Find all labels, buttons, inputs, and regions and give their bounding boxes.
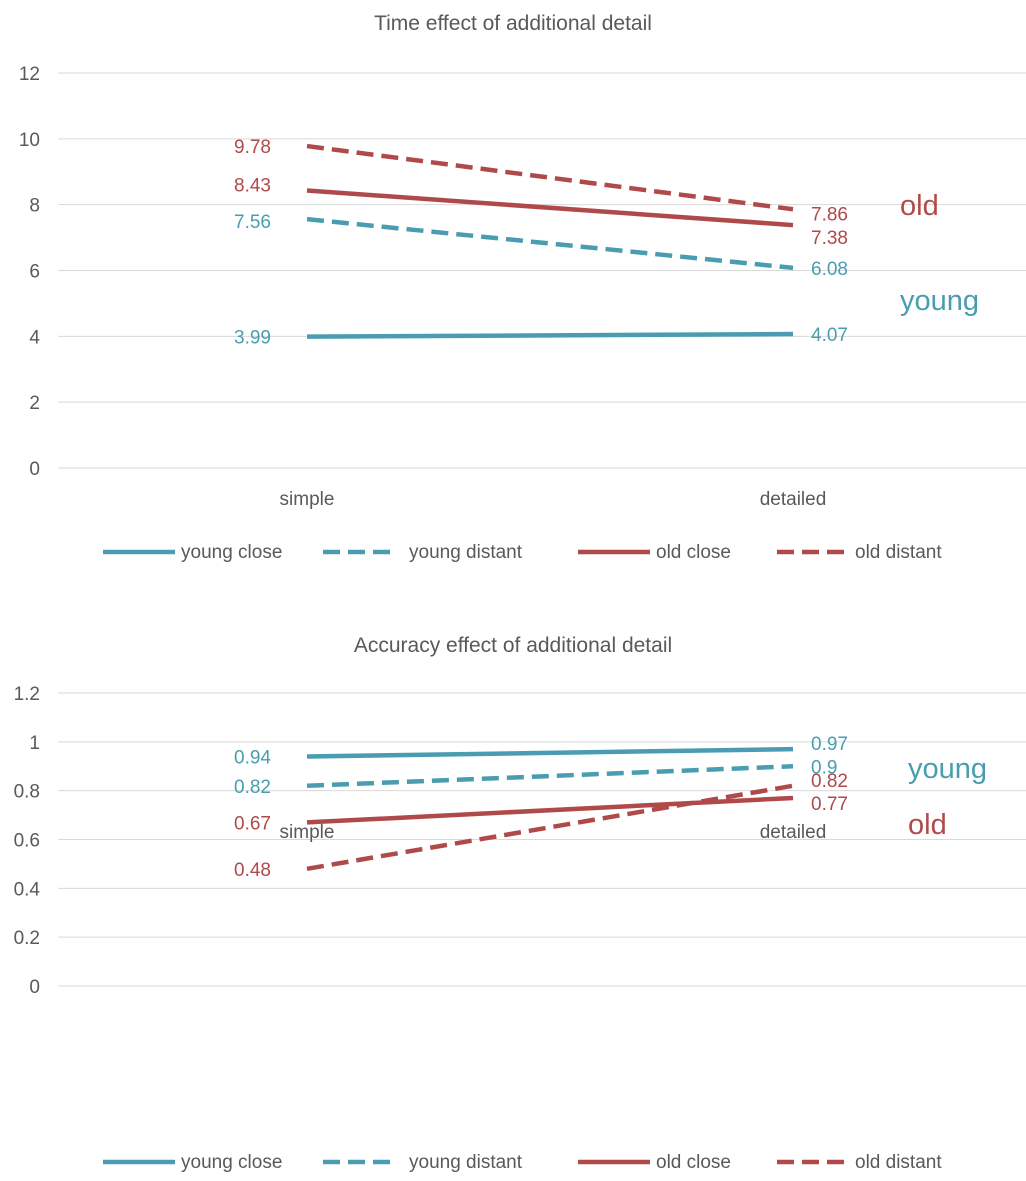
time-ytick-label: 12 — [19, 64, 40, 85]
accuracy-ytick-label: 0.8 — [14, 782, 40, 803]
accuracy-chart: Accuracy effect of additional detail 0 0.2… — [0, 600, 1026, 1181]
accuracy-legend-label: young distant — [409, 1152, 523, 1173]
accuracy-legend-label: young close — [181, 1152, 282, 1173]
time-ytick-label: 8 — [29, 196, 40, 217]
time-data-label: 7.86 — [811, 204, 848, 225]
accuracy-ytick-label: 0 — [29, 977, 40, 998]
time-data-label: 4.07 — [811, 325, 848, 346]
time-group-label-old: old — [900, 190, 939, 222]
accuracy-ytick-label: 1 — [29, 733, 40, 754]
time-legend-label: old close — [656, 542, 731, 563]
accuracy-legend-label: old distant — [855, 1152, 942, 1173]
time-data-label: 3.99 — [234, 328, 271, 349]
accuracy-ytick-label: 0.2 — [14, 928, 40, 949]
time-ytick-label: 0 — [29, 459, 40, 480]
time-group-label-young: young — [900, 285, 979, 317]
accuracy-ytick-label: 0.4 — [14, 879, 41, 900]
accuracy-data-label: 0.94 — [234, 747, 271, 768]
time-data-label: 8.43 — [234, 176, 271, 197]
accuracy-legend-label: old close — [656, 1152, 731, 1173]
accuracy-data-label: 0.97 — [811, 734, 848, 755]
time-chart-svg: Time effect of additional detail 0 2 4 6 8 10 1… — [19, 12, 1026, 563]
accuracy-series-line-old-close — [306, 795, 794, 825]
time-ytick-label: 6 — [29, 262, 40, 283]
time-legend-label: young close — [181, 542, 282, 563]
accuracy-category-label: simple — [280, 822, 335, 843]
time-series-line-young-close — [306, 331, 794, 339]
time-legend-label: young distant — [409, 542, 523, 563]
accuracy-data-label: 0.67 — [234, 813, 271, 834]
time-data-label: 7.56 — [234, 212, 271, 233]
accuracy-chart-svg: Accuracy effect of additional detail 0 0.2… — [14, 634, 1026, 1173]
time-legend-label: old distant — [855, 542, 942, 563]
accuracy-category-label: detailed — [760, 822, 827, 843]
accuracy-data-label: 0.82 — [234, 777, 271, 798]
accuracy-data-label: 0.77 — [811, 794, 848, 815]
time-series-line-young-distant — [306, 216, 794, 271]
time-data-label: 7.38 — [811, 228, 848, 249]
time-ytick-label: 2 — [29, 393, 40, 414]
time-data-label: 6.08 — [811, 259, 848, 280]
time-ytick-label: 10 — [19, 130, 40, 151]
accuracy-series-line-young-distant — [306, 764, 794, 789]
accuracy-ytick-label: 0.6 — [14, 831, 40, 852]
accuracy-data-label: 0.48 — [234, 860, 271, 881]
accuracy-chart-title: Accuracy effect of additional detail — [354, 634, 672, 657]
accuracy-series-line-young-close — [306, 746, 794, 759]
accuracy-ytick-label: 1.2 — [14, 684, 40, 705]
time-ytick-label: 4 — [29, 327, 40, 348]
accuracy-data-label: 0.9 — [811, 757, 837, 778]
time-category-label: detailed — [760, 489, 827, 510]
time-chart-title: Time effect of additional detail — [374, 12, 652, 35]
time-chart: Time effect of additional detail 0 2 4 6 8 10 1… — [19, 12, 1026, 563]
time-series-line-old-distant — [306, 143, 794, 212]
accuracy-group-label-young: young — [908, 753, 987, 785]
time-series-line-old-close — [306, 188, 794, 228]
accuracy-data-label: 0.82 — [811, 771, 848, 792]
time-category-label: simple — [280, 489, 335, 510]
time-data-label: 9.78 — [234, 137, 271, 158]
accuracy-group-label-old: old — [908, 809, 947, 841]
accuracy-series-line-old-distant — [306, 783, 794, 872]
